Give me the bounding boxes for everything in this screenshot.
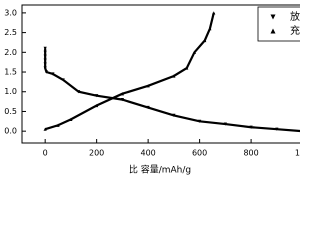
series-line	[44, 12, 215, 131]
legend-box	[257, 6, 309, 42]
page: 比 容量/mAh/g 0.0 0.5 1.0 1.5 2.0 2.5 3.0 0 200 400 6…	[4, 4, 313, 176]
marker	[44, 70, 49, 74]
marker	[198, 119, 202, 123]
y-tick-label: 0.5	[4, 107, 17, 116]
marker	[95, 94, 99, 98]
marker	[43, 58, 47, 62]
x-tick-label: 100	[295, 149, 300, 158]
x-tick-label: 800	[243, 149, 258, 158]
y-tick-label: 3.0	[4, 8, 17, 17]
marker	[212, 11, 216, 15]
marker	[185, 66, 189, 70]
y-tick-label: 0.0	[4, 127, 17, 136]
legend-label: 充	[290, 24, 300, 37]
marker	[120, 98, 124, 102]
marker	[43, 127, 47, 131]
marker	[51, 72, 55, 76]
marker	[275, 127, 279, 131]
legend-label: 放	[290, 10, 300, 23]
x-tick-label: 600	[192, 149, 207, 158]
marker	[95, 103, 99, 108]
marker	[69, 117, 73, 121]
y-tick-label: 1.5	[4, 68, 17, 77]
marker	[192, 50, 197, 54]
marker	[43, 50, 47, 54]
marker	[43, 62, 47, 66]
marker	[146, 84, 150, 88]
series-line	[44, 48, 303, 133]
marker	[203, 38, 207, 43]
y-tick-label: 2.5	[4, 28, 17, 37]
x-tick-label: 200	[89, 149, 104, 158]
marker	[172, 113, 176, 117]
x-tick-label: 0	[43, 149, 48, 158]
marker	[56, 123, 60, 127]
marker	[77, 90, 81, 94]
chart: 比 容量/mAh/g 0.0 0.5 1.0 1.5 2.0 2.5 3.0 0 200 400 6…	[4, 4, 313, 176]
legend-marker	[270, 14, 276, 20]
marker	[43, 46, 47, 50]
marker	[223, 122, 227, 126]
marker	[172, 74, 176, 78]
marker	[43, 66, 47, 70]
marker	[61, 78, 65, 82]
legend-marker	[270, 28, 276, 34]
x-axis-label: 比 容量/mAh/g	[129, 164, 191, 176]
y-tick-label: 2.0	[4, 48, 17, 57]
marker	[120, 92, 124, 96]
x-tick-label: 400	[140, 149, 155, 158]
y-tick-label: 1.0	[4, 87, 17, 96]
marker	[146, 105, 150, 110]
marker	[208, 27, 212, 31]
marker	[249, 125, 253, 129]
marker	[43, 54, 47, 58]
